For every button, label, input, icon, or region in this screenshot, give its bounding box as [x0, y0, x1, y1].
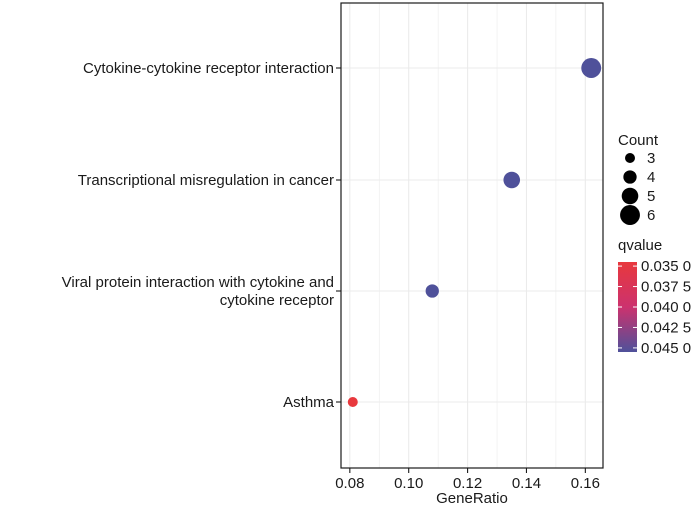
x-tick-label: 0.10	[394, 475, 423, 492]
data-point	[581, 58, 602, 78]
count-legend-label: 6	[647, 207, 655, 224]
y-tick-label: cytokine receptor	[220, 292, 334, 309]
data-point	[347, 397, 358, 407]
count-legend-title: Count	[618, 132, 659, 149]
qvalue-legend-label: 0.042 5	[641, 319, 691, 336]
count-legend-key	[623, 170, 637, 184]
plot-panel-border	[340, 2, 604, 469]
x-tick-label: 0.08	[335, 475, 364, 492]
count-legend: Count 3 4 5 6	[618, 132, 659, 225]
y-tick-label: Viral protein interaction with cytokine …	[62, 274, 334, 291]
y-axis: Cytokine-cytokine receptor interaction Tr…	[62, 60, 341, 411]
data-point	[503, 171, 521, 189]
count-legend-label: 4	[647, 169, 655, 186]
qvalue-legend: qvalue 0.035 0 0.037 5 0.040 0 0.042 5 0.045…	[618, 237, 691, 357]
qvalue-legend-label: 0.037 5	[641, 279, 691, 296]
count-legend-key	[625, 153, 635, 163]
data-points	[347, 58, 602, 407]
x-axis-title: GeneRatio	[436, 490, 508, 507]
y-tick-label: Transcriptional misregulation in cancer	[78, 172, 334, 189]
count-legend-key	[621, 187, 639, 205]
count-legend-label: 5	[647, 188, 655, 205]
data-point	[425, 284, 439, 298]
qvalue-legend-label: 0.040 0	[641, 299, 691, 316]
x-axis: 0.08 0.10 0.12 0.14 0.16	[335, 468, 600, 492]
count-legend-label: 3	[647, 150, 655, 167]
qvalue-colorbar	[618, 262, 637, 352]
y-tick-label: Cytokine-cytokine receptor interaction	[83, 60, 334, 77]
count-legend-key	[620, 205, 640, 225]
x-tick-label: 0.14	[512, 475, 541, 492]
grid-lines	[341, 3, 603, 468]
qvalue-legend-label: 0.035 0	[641, 258, 691, 275]
x-tick-label: 0.12	[453, 475, 482, 492]
x-tick-label: 0.16	[571, 475, 600, 492]
qvalue-legend-title: qvalue	[618, 237, 662, 254]
qvalue-legend-label: 0.045 0	[641, 340, 691, 357]
y-tick-label: Asthma	[283, 394, 335, 411]
